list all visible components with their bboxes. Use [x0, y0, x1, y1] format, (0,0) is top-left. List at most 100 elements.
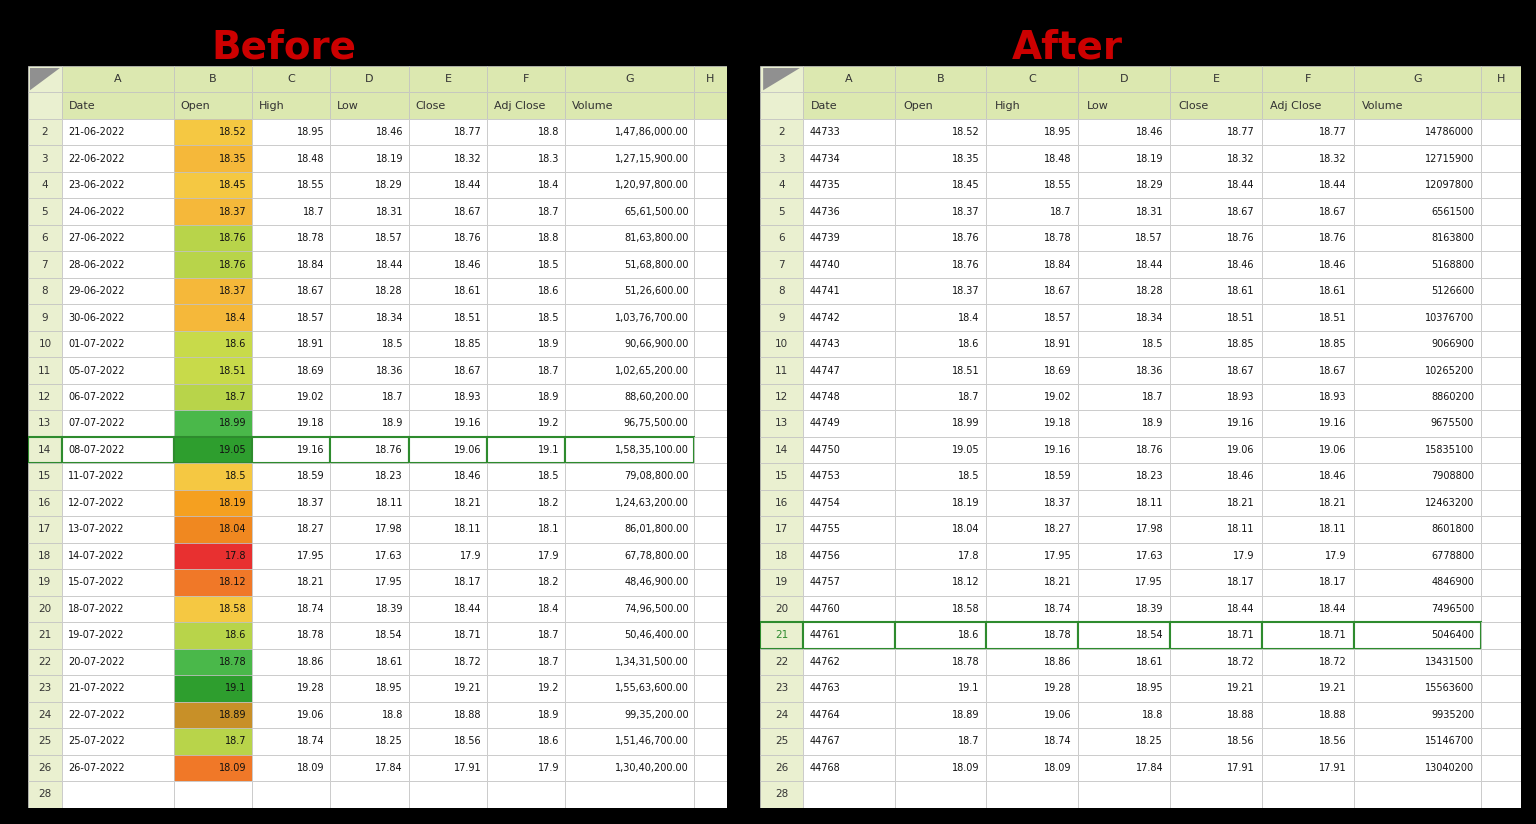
Text: 18.67: 18.67 [296, 286, 324, 296]
Bar [174, 384, 252, 410]
Bar [694, 622, 727, 648]
Text: 18.23: 18.23 [1135, 471, 1163, 481]
Bar [803, 358, 894, 384]
Bar [986, 648, 1078, 675]
Text: 1,34,31,500.00: 1,34,31,500.00 [614, 657, 688, 667]
Bar [694, 304, 727, 330]
Text: 25-07-2022: 25-07-2022 [68, 737, 124, 747]
Bar [28, 225, 61, 251]
Bar [487, 437, 565, 463]
Text: 17.9: 17.9 [1326, 551, 1347, 561]
Text: 12715900: 12715900 [1424, 153, 1475, 164]
Bar [409, 330, 487, 358]
Text: 17.95: 17.95 [1043, 551, 1071, 561]
Bar [409, 596, 487, 622]
Text: 23: 23 [774, 683, 788, 693]
Bar [1263, 92, 1353, 119]
Bar [409, 701, 487, 728]
Text: 3: 3 [41, 153, 48, 164]
Text: 18.52: 18.52 [952, 127, 980, 137]
Bar [252, 543, 330, 569]
Bar [1481, 410, 1521, 437]
Text: 18.39: 18.39 [375, 604, 402, 614]
Bar [986, 66, 1078, 92]
Text: 17.8: 17.8 [958, 551, 980, 561]
Bar [61, 172, 174, 199]
Bar [487, 675, 565, 701]
Bar [694, 755, 727, 781]
Bar [1263, 145, 1353, 172]
Text: 18.93: 18.93 [453, 392, 481, 402]
Bar [61, 596, 174, 622]
Bar [1078, 145, 1170, 172]
Bar [174, 145, 252, 172]
Text: 18.04: 18.04 [220, 524, 246, 535]
Text: 18.28: 18.28 [375, 286, 402, 296]
Bar [894, 648, 986, 675]
Text: 18.4: 18.4 [538, 180, 559, 190]
Text: 1,58,35,100.00: 1,58,35,100.00 [614, 445, 688, 455]
Bar [1353, 384, 1481, 410]
Text: 18.8: 18.8 [538, 233, 559, 243]
Bar [986, 145, 1078, 172]
Text: 19.16: 19.16 [296, 445, 324, 455]
Bar [1263, 410, 1353, 437]
Text: 6561500: 6561500 [1432, 207, 1475, 217]
Bar [803, 199, 894, 225]
Bar [28, 463, 61, 489]
Text: A: A [845, 74, 852, 84]
Bar [1078, 701, 1170, 728]
Bar [1078, 675, 1170, 701]
Text: 06-07-2022: 06-07-2022 [68, 392, 124, 402]
Text: 18.57: 18.57 [1043, 312, 1071, 322]
Text: 18.19: 18.19 [375, 153, 402, 164]
Text: 19.16: 19.16 [453, 419, 481, 428]
Text: G: G [1413, 74, 1422, 84]
Text: Low: Low [338, 101, 359, 110]
Bar [803, 278, 894, 304]
Text: 18.61: 18.61 [375, 657, 402, 667]
Bar [694, 489, 727, 516]
Bar [1353, 199, 1481, 225]
Bar [61, 622, 174, 648]
Bar [986, 781, 1078, 808]
Bar [760, 278, 803, 304]
Bar [61, 145, 174, 172]
Text: 18.37: 18.37 [218, 286, 246, 296]
Text: 18.91: 18.91 [1044, 339, 1071, 349]
Text: 24-06-2022: 24-06-2022 [68, 207, 124, 217]
Bar [565, 119, 694, 145]
Bar [803, 145, 894, 172]
Text: 19.02: 19.02 [1043, 392, 1071, 402]
Text: E: E [444, 74, 452, 84]
Bar [1170, 199, 1263, 225]
Bar [1481, 622, 1521, 648]
Text: 18.44: 18.44 [1227, 604, 1255, 614]
Text: 17.84: 17.84 [375, 763, 402, 773]
Text: 18.67: 18.67 [1319, 366, 1347, 376]
Text: 18.74: 18.74 [296, 604, 324, 614]
Bar [803, 489, 894, 516]
Bar [28, 92, 61, 119]
Bar [252, 437, 330, 463]
Bar [28, 384, 61, 410]
Text: 44741: 44741 [809, 286, 840, 296]
Text: 29-06-2022: 29-06-2022 [68, 286, 124, 296]
Text: 18.46: 18.46 [1227, 471, 1255, 481]
Text: 18.12: 18.12 [952, 578, 980, 588]
Bar [986, 755, 1078, 781]
Bar [1263, 701, 1353, 728]
Bar [760, 384, 803, 410]
Text: 18.44: 18.44 [453, 604, 481, 614]
Bar [330, 543, 409, 569]
Bar [1170, 463, 1263, 489]
Bar [694, 251, 727, 278]
Text: 18.7: 18.7 [538, 630, 559, 640]
Text: 18.09: 18.09 [1044, 763, 1071, 773]
Bar [1263, 66, 1353, 92]
Text: 81,63,800.00: 81,63,800.00 [624, 233, 688, 243]
Bar [409, 304, 487, 330]
Bar [1263, 199, 1353, 225]
Bar [565, 410, 694, 437]
Bar [803, 675, 894, 701]
